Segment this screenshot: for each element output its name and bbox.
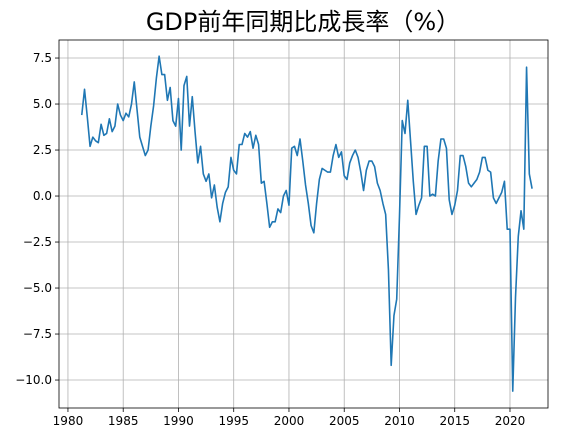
x-tick-label: 2000 — [274, 414, 305, 428]
y-tick-label: 2.5 — [33, 143, 52, 157]
y-tick-label: −5.0 — [23, 281, 52, 295]
x-tick-label: 1995 — [218, 414, 249, 428]
y-tick-label: −7.5 — [23, 327, 52, 341]
y-tick-label: 0.0 — [33, 189, 52, 203]
x-tick-label: 2010 — [384, 414, 415, 428]
x-tick-label: 2005 — [329, 414, 360, 428]
y-tick-label: 7.5 — [33, 51, 52, 65]
chart-title: GDP前年同期比成長率（%） — [146, 8, 460, 36]
y-tick-label: −10.0 — [15, 373, 52, 387]
line-series — [80, 55, 533, 392]
x-tick-label: 1985 — [108, 414, 139, 428]
y-tick-label: 5.0 — [33, 97, 52, 111]
y-tick-label: −2.5 — [23, 235, 52, 249]
x-tick-label: 1980 — [53, 414, 84, 428]
x-tick-label: 2020 — [495, 414, 526, 428]
x-tick-label: 1990 — [163, 414, 194, 428]
x-tick-label: 2015 — [439, 414, 470, 428]
plot-frame — [58, 39, 549, 409]
